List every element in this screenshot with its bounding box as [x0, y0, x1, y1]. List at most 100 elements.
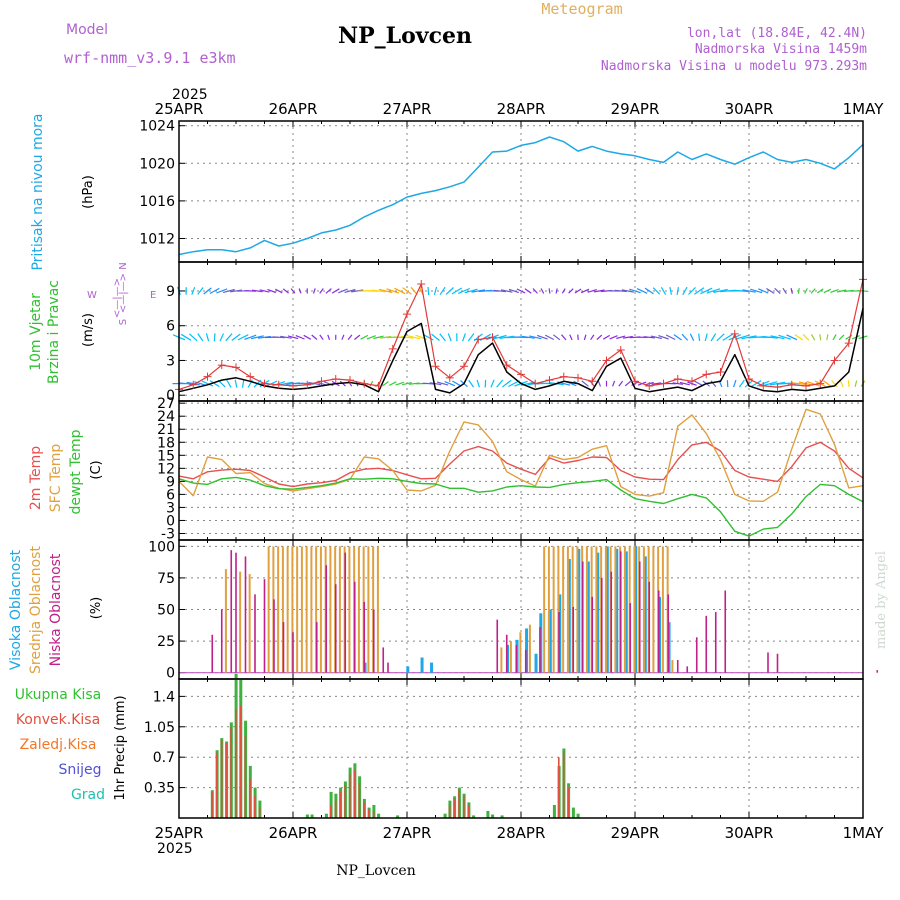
wind-arrow	[205, 333, 210, 342]
gust-marker	[317, 377, 326, 386]
y-tick-label: 1024	[139, 119, 175, 135]
total-precip-bar	[576, 813, 580, 818]
conv-precip-bar	[567, 787, 570, 818]
gust-marker	[289, 381, 297, 390]
bottom-date-label: 28APR	[497, 824, 546, 842]
wind-arrow	[854, 380, 858, 387]
wind-arrow	[704, 333, 708, 342]
y-tick-label: 0	[166, 666, 175, 682]
wind-direction-legend: <—|—> <—|—> W E N S	[87, 262, 156, 325]
y-tick-label: 75	[157, 571, 175, 587]
wind-arrow	[652, 287, 661, 295]
wind-arrow	[327, 334, 331, 340]
top-date-label: 28APR	[497, 100, 546, 118]
bottom-date-label: 25APR	[155, 824, 204, 842]
wind-arrow	[716, 333, 725, 342]
temp-ylabel: (C)	[89, 460, 104, 479]
wind-arrow	[395, 381, 405, 386]
gust-marker	[531, 379, 540, 388]
conv-precip-bar	[258, 807, 261, 818]
wind-arrow	[462, 333, 466, 342]
wind-arrow	[847, 380, 850, 387]
temp-frame	[178, 400, 864, 541]
gust-marker	[645, 381, 654, 390]
legend-total-precip: Ukupna Kisa	[15, 687, 102, 703]
sfc-title: SFC Temp	[48, 444, 64, 513]
wind-legend-e: E	[150, 290, 156, 301]
t2m-title: 2m Temp	[28, 446, 44, 510]
wind-frame	[178, 261, 864, 402]
wind-arrow	[439, 333, 446, 342]
wind-arrow	[822, 380, 832, 388]
gust-marker	[816, 379, 825, 388]
top-date-label: 30APR	[725, 100, 774, 118]
wind-arrow	[216, 288, 228, 294]
total-precip-bar	[486, 811, 490, 818]
y-tick-label: 9	[166, 284, 175, 300]
gust-marker	[346, 376, 354, 385]
wind-arrow	[816, 288, 824, 294]
wind-arrow	[782, 287, 787, 295]
wind-arrow	[237, 334, 249, 341]
model-elevation-label: Nadmorska Visina u modelu 973.293m	[601, 59, 867, 74]
wind-arrow	[347, 334, 353, 340]
wind-arrow	[319, 288, 324, 294]
conv-precip-bar	[368, 809, 370, 818]
wind-arrow	[331, 288, 340, 294]
wind-arrow	[544, 334, 555, 341]
wind-arrow	[257, 335, 272, 339]
gust-marker	[759, 381, 768, 390]
wind-arrow	[378, 288, 393, 294]
precip-yticks: 0.35 0.7 1.05 1.4	[144, 689, 175, 796]
model-label: Model	[66, 22, 108, 38]
wind-arrow	[179, 382, 193, 385]
gust-marker	[417, 280, 426, 289]
wind-arrow	[468, 379, 475, 388]
wind-arrow	[672, 382, 683, 385]
gust-marker	[502, 361, 511, 370]
wind-arrow	[422, 382, 435, 385]
wind-arrow	[180, 333, 192, 341]
wind-arrow	[427, 286, 430, 296]
wind-arrow	[622, 335, 633, 339]
total-precip-bar	[329, 791, 333, 818]
wind-arrow	[660, 287, 667, 295]
y-tick-label: 6	[166, 487, 175, 503]
wind-arrow	[439, 286, 446, 296]
wind-arrow	[650, 335, 662, 340]
conv-precip-bar	[344, 785, 346, 818]
cloud-panel: Visoka Oblacnost Srednja Oblacnost Niska…	[8, 539, 879, 682]
wind-arrow	[490, 379, 495, 388]
total-precip-bar	[396, 815, 400, 818]
wind-arrow	[319, 334, 324, 341]
meteogram-label: Meteogram	[541, 0, 622, 18]
wind-arrow	[282, 288, 289, 294]
wind-arrow	[388, 381, 397, 386]
wind-grid	[178, 262, 864, 401]
wind-arrow	[366, 335, 376, 340]
cloud-yticks: 0 25 50 75 100	[148, 539, 175, 681]
wind-arrow	[452, 380, 462, 387]
conv-precip-bar	[334, 800, 337, 818]
pressure-line	[178, 136, 864, 256]
conv-precip-bar	[562, 752, 565, 818]
wind-arrow	[733, 379, 737, 388]
wind-arrow	[536, 334, 548, 340]
gust-marker	[246, 372, 255, 381]
wind-arrow	[681, 333, 689, 341]
wind-arrow	[750, 380, 762, 388]
wind-arrow	[188, 333, 198, 342]
conv-precip-bar	[254, 796, 256, 818]
wind-arrow	[580, 288, 590, 294]
wind-legend-w: W	[87, 290, 97, 301]
gust-marker	[460, 362, 468, 371]
wind-arrow	[229, 289, 243, 293]
wind-arrow	[429, 382, 442, 386]
gust-marker	[260, 379, 269, 388]
conv-precip-bar	[372, 811, 375, 818]
gust-marker	[559, 372, 568, 381]
wind-arrow	[750, 288, 763, 294]
y-tick-label: 1.4	[153, 689, 175, 705]
gust-marker	[616, 346, 625, 355]
